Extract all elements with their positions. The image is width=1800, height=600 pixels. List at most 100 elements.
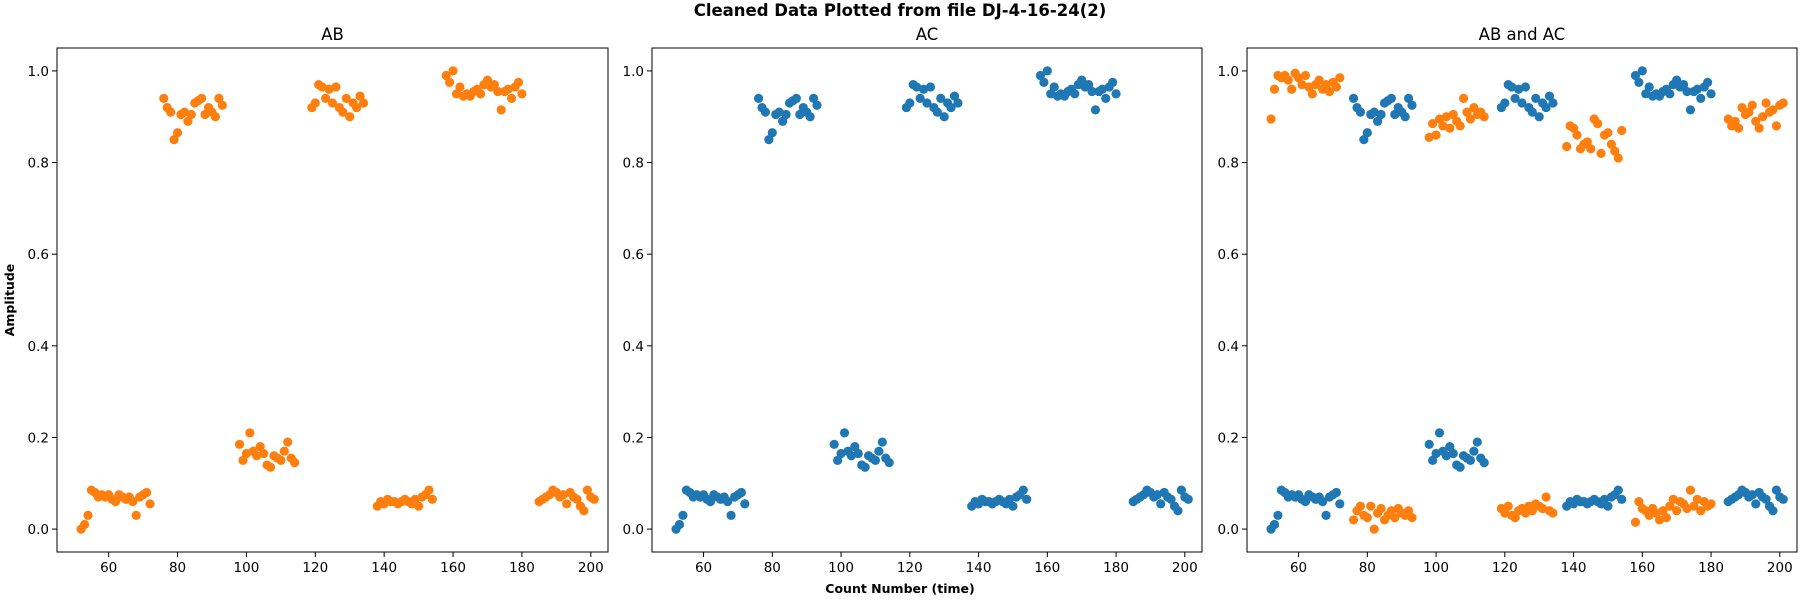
panels: AB 60 80 100 120 140 160 180 200 0.0 0.2 0.4 0.6 0.8 1…	[28, 25, 1798, 576]
data-point	[482, 75, 493, 85]
data-point	[760, 107, 771, 117]
data-point	[932, 107, 942, 117]
data-point	[839, 428, 850, 438]
data-point	[874, 446, 884, 456]
panel-title: AB and AC	[1479, 25, 1566, 44]
data-point	[1376, 109, 1386, 120]
data-point	[1090, 105, 1101, 115]
x-tick-label: 100	[1423, 560, 1449, 576]
data-point	[186, 109, 196, 120]
data-point	[1469, 102, 1479, 113]
data-point	[1369, 524, 1379, 534]
x-tick-label: 160	[440, 560, 466, 576]
data-point	[338, 107, 348, 117]
data-point	[767, 128, 777, 138]
figure-suptitle: Cleaned Data Plotted from file DJ-4-16-2…	[694, 1, 1107, 20]
data-point	[805, 112, 815, 122]
data-point	[169, 135, 179, 145]
x-tick-label: 160	[1629, 560, 1655, 576]
data-point	[705, 497, 716, 507]
data-point	[939, 112, 949, 122]
y-tick-label: 0.4	[1218, 339, 1239, 355]
plot-frame	[1246, 47, 1798, 553]
data-point	[345, 112, 355, 122]
data-point	[1166, 494, 1176, 504]
plot-frame	[56, 47, 609, 553]
data-point	[1465, 455, 1476, 465]
data-point	[1362, 128, 1372, 138]
data-point	[1018, 485, 1028, 495]
data-point	[197, 93, 207, 103]
data-point	[1685, 105, 1696, 115]
data-point	[1744, 107, 1754, 117]
data-point	[1376, 503, 1386, 514]
data-point	[1586, 144, 1596, 154]
data-point	[1678, 80, 1689, 90]
data-point	[1101, 93, 1111, 103]
data-point	[290, 458, 300, 468]
data-point	[310, 98, 320, 108]
data-point	[1531, 93, 1541, 103]
data-point	[1431, 130, 1441, 140]
data-point	[448, 66, 458, 76]
data-point	[740, 499, 750, 509]
data-point	[352, 102, 362, 113]
data-point	[1634, 497, 1644, 507]
data-point	[1761, 98, 1771, 108]
data-point	[915, 93, 925, 103]
data-point	[589, 494, 599, 504]
data-point	[413, 501, 424, 511]
x-tick-label: 180	[1698, 560, 1724, 576]
data-point	[1077, 75, 1087, 85]
data-point	[1747, 100, 1757, 110]
data-point	[1768, 506, 1778, 516]
data-point	[1049, 82, 1059, 92]
data-point	[1634, 77, 1644, 87]
x-tick-label: 80	[1359, 560, 1376, 576]
data-point	[778, 116, 788, 126]
data-point	[850, 442, 860, 452]
data-point	[131, 510, 141, 520]
x-tick-label: 140	[371, 560, 397, 576]
y-tick-label: 0.4	[623, 339, 644, 355]
data-point	[1562, 141, 1572, 152]
panel-title: AB	[321, 25, 344, 44]
data-point	[159, 93, 169, 103]
data-point	[1613, 153, 1623, 163]
data-point	[812, 100, 822, 110]
data-point	[424, 485, 434, 495]
data-point	[1665, 501, 1675, 511]
data-point	[255, 442, 265, 452]
data-point	[1283, 75, 1293, 85]
data-point	[1428, 455, 1438, 465]
data-point	[1778, 98, 1788, 108]
data-point	[210, 112, 221, 122]
y-axis-label: Amplitude	[2, 264, 17, 337]
data-point	[1083, 80, 1094, 90]
data-point	[1373, 116, 1383, 126]
data-point	[1355, 501, 1366, 511]
data-point	[1510, 513, 1520, 523]
data-point	[582, 485, 592, 495]
data-point	[1269, 519, 1280, 530]
data-point	[1754, 123, 1764, 133]
data-point	[1173, 506, 1183, 516]
data-point	[736, 487, 746, 498]
data-point	[1458, 93, 1469, 103]
data-point	[1610, 146, 1620, 156]
y-tick-label: 0.8	[1218, 156, 1239, 172]
data-point	[723, 497, 733, 507]
data-point	[1593, 119, 1603, 129]
data-point	[166, 107, 176, 117]
data-point	[922, 98, 932, 108]
data-point	[1111, 89, 1121, 99]
data-point	[1362, 513, 1372, 523]
data-point	[1035, 70, 1046, 81]
x-tick-label: 60	[100, 560, 117, 576]
data-point	[1434, 428, 1445, 438]
data-point	[1070, 89, 1080, 99]
data-point	[444, 77, 455, 87]
data-point	[1455, 121, 1465, 131]
data-point	[1672, 506, 1682, 516]
